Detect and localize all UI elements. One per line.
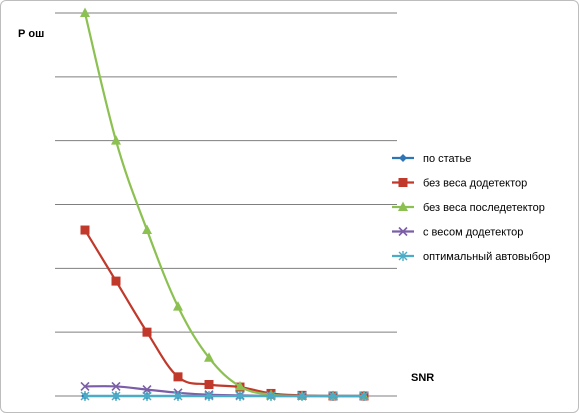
legend-item: оптимальный автовыбор (392, 251, 550, 263)
data-point (328, 391, 338, 401)
legend-marker (398, 251, 408, 261)
legend-marker (399, 154, 407, 162)
legend-marker (398, 178, 408, 187)
data-point (235, 391, 245, 401)
legend-marker (398, 201, 408, 211)
data-point (235, 380, 245, 391)
data-point (359, 391, 369, 401)
legend-label: без веса додетектор (423, 178, 527, 190)
series-layer (80, 7, 369, 401)
data-point (80, 391, 90, 401)
legend-label: с весом додетектор (423, 227, 523, 239)
data-point (142, 224, 152, 235)
x-axis-label: SNR (411, 372, 434, 384)
data-point (111, 276, 121, 286)
data-point (173, 301, 183, 311)
data-point (142, 327, 152, 337)
data-point (80, 7, 90, 17)
data-point (111, 135, 121, 145)
data-point (173, 391, 183, 401)
data-point (142, 385, 152, 395)
series-3 (80, 7, 369, 400)
data-point (204, 391, 214, 401)
gridlines (55, 12, 397, 397)
legend-item: с весом додетектор (392, 227, 523, 239)
data-point (111, 391, 121, 401)
series-5 (80, 391, 369, 401)
data-point (80, 225, 90, 235)
legend-marker (398, 226, 408, 237)
data-point (297, 391, 307, 401)
data-point (204, 380, 214, 390)
legend-label: по статье (423, 153, 471, 165)
data-point (266, 391, 276, 401)
legend-item: без веса додетектор (392, 178, 527, 190)
legend-label: без веса последетектор (423, 202, 545, 214)
y-axis-label: Р ош (18, 28, 44, 40)
legend-item: по статье (392, 153, 471, 165)
legend-item: без веса последетектор (392, 201, 545, 214)
data-point (142, 391, 152, 401)
legend-label: оптимальный автовыбор (423, 251, 550, 263)
data-point (204, 352, 214, 362)
data-point (80, 381, 90, 391)
series-line (84, 385, 364, 398)
data-point (111, 381, 121, 391)
legend: по статье без веса додетектор без веса пос… (392, 153, 550, 263)
series-line (84, 229, 364, 398)
data-point (173, 372, 183, 382)
